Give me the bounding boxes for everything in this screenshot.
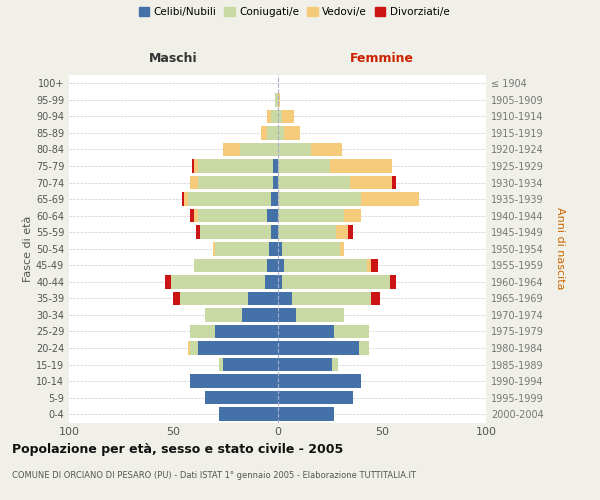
Bar xyxy=(281,242,340,256)
Bar xyxy=(194,159,198,173)
Bar xyxy=(277,176,350,190)
Bar xyxy=(271,192,277,206)
Bar xyxy=(334,324,369,338)
Bar xyxy=(359,342,369,355)
Bar xyxy=(274,176,277,190)
Bar xyxy=(165,275,171,288)
Bar xyxy=(269,242,277,256)
Bar xyxy=(219,358,223,372)
Bar xyxy=(392,176,397,190)
Bar xyxy=(188,192,271,206)
Y-axis label: Fasce di età: Fasce di età xyxy=(23,216,33,282)
Bar xyxy=(215,242,269,256)
Bar xyxy=(190,324,215,338)
Bar xyxy=(240,142,277,156)
Bar xyxy=(213,242,215,256)
Bar xyxy=(215,324,277,338)
Bar xyxy=(194,209,198,222)
Bar xyxy=(223,358,277,372)
Bar xyxy=(274,159,277,173)
Bar xyxy=(277,324,334,338)
Bar xyxy=(267,209,277,222)
Text: Maschi: Maschi xyxy=(149,52,197,65)
Bar xyxy=(277,192,361,206)
Text: Popolazione per età, sesso e stato civile - 2005: Popolazione per età, sesso e stato civil… xyxy=(12,442,343,456)
Bar xyxy=(281,110,294,123)
Bar xyxy=(277,374,361,388)
Bar xyxy=(190,342,198,355)
Bar xyxy=(267,110,271,123)
Bar xyxy=(184,192,188,206)
Bar xyxy=(277,209,344,222)
Bar xyxy=(267,126,277,140)
Bar xyxy=(329,159,392,173)
Bar xyxy=(223,142,240,156)
Bar xyxy=(261,126,267,140)
Bar xyxy=(350,176,392,190)
Bar xyxy=(198,342,277,355)
Bar xyxy=(284,126,301,140)
Bar xyxy=(371,258,377,272)
Bar xyxy=(271,226,277,239)
Bar xyxy=(277,292,292,305)
Text: Femmine: Femmine xyxy=(350,52,414,65)
Bar xyxy=(277,358,332,372)
Bar xyxy=(196,226,200,239)
Bar xyxy=(265,275,277,288)
Bar xyxy=(275,93,277,106)
Bar xyxy=(190,374,277,388)
Bar xyxy=(173,292,179,305)
Bar xyxy=(371,292,380,305)
Y-axis label: Anni di nascita: Anni di nascita xyxy=(555,208,565,290)
Bar xyxy=(367,258,371,272)
Bar xyxy=(205,308,242,322)
Bar xyxy=(277,110,281,123)
Bar xyxy=(277,308,296,322)
Bar xyxy=(281,275,390,288)
Bar xyxy=(277,126,284,140)
Bar xyxy=(344,209,361,222)
Text: COMUNE DI ORCIANO DI PESARO (PU) - Dati ISTAT 1° gennaio 2005 - Elaborazione TUT: COMUNE DI ORCIANO DI PESARO (PU) - Dati … xyxy=(12,471,416,480)
Bar xyxy=(171,275,265,288)
Bar xyxy=(390,275,397,288)
Bar xyxy=(248,292,277,305)
Bar xyxy=(200,226,271,239)
Bar xyxy=(277,93,280,106)
Legend: Celibi/Nubili, Coniugati/e, Vedovi/e, Divorziati/e: Celibi/Nubili, Coniugati/e, Vedovi/e, Di… xyxy=(134,2,454,21)
Bar xyxy=(332,358,338,372)
Bar xyxy=(179,292,248,305)
Bar xyxy=(242,308,277,322)
Bar xyxy=(277,391,353,404)
Bar xyxy=(277,226,336,239)
Bar xyxy=(205,391,277,404)
Bar xyxy=(277,275,281,288)
Bar xyxy=(271,110,277,123)
Bar xyxy=(198,176,274,190)
Bar xyxy=(277,142,311,156)
Bar xyxy=(292,292,371,305)
Bar xyxy=(188,342,190,355)
Bar xyxy=(192,159,194,173)
Bar xyxy=(198,209,267,222)
Bar xyxy=(190,209,194,222)
Bar xyxy=(267,258,277,272)
Bar xyxy=(277,258,284,272)
Bar xyxy=(277,242,281,256)
Bar xyxy=(361,192,419,206)
Bar xyxy=(277,159,329,173)
Bar xyxy=(190,176,198,190)
Bar xyxy=(340,242,344,256)
Bar xyxy=(198,159,274,173)
Bar xyxy=(194,258,267,272)
Bar xyxy=(349,226,353,239)
Bar xyxy=(219,408,277,421)
Bar xyxy=(277,408,334,421)
Bar xyxy=(296,308,344,322)
Bar xyxy=(277,342,359,355)
Bar xyxy=(284,258,367,272)
Bar xyxy=(336,226,349,239)
Bar xyxy=(182,192,184,206)
Bar xyxy=(311,142,342,156)
